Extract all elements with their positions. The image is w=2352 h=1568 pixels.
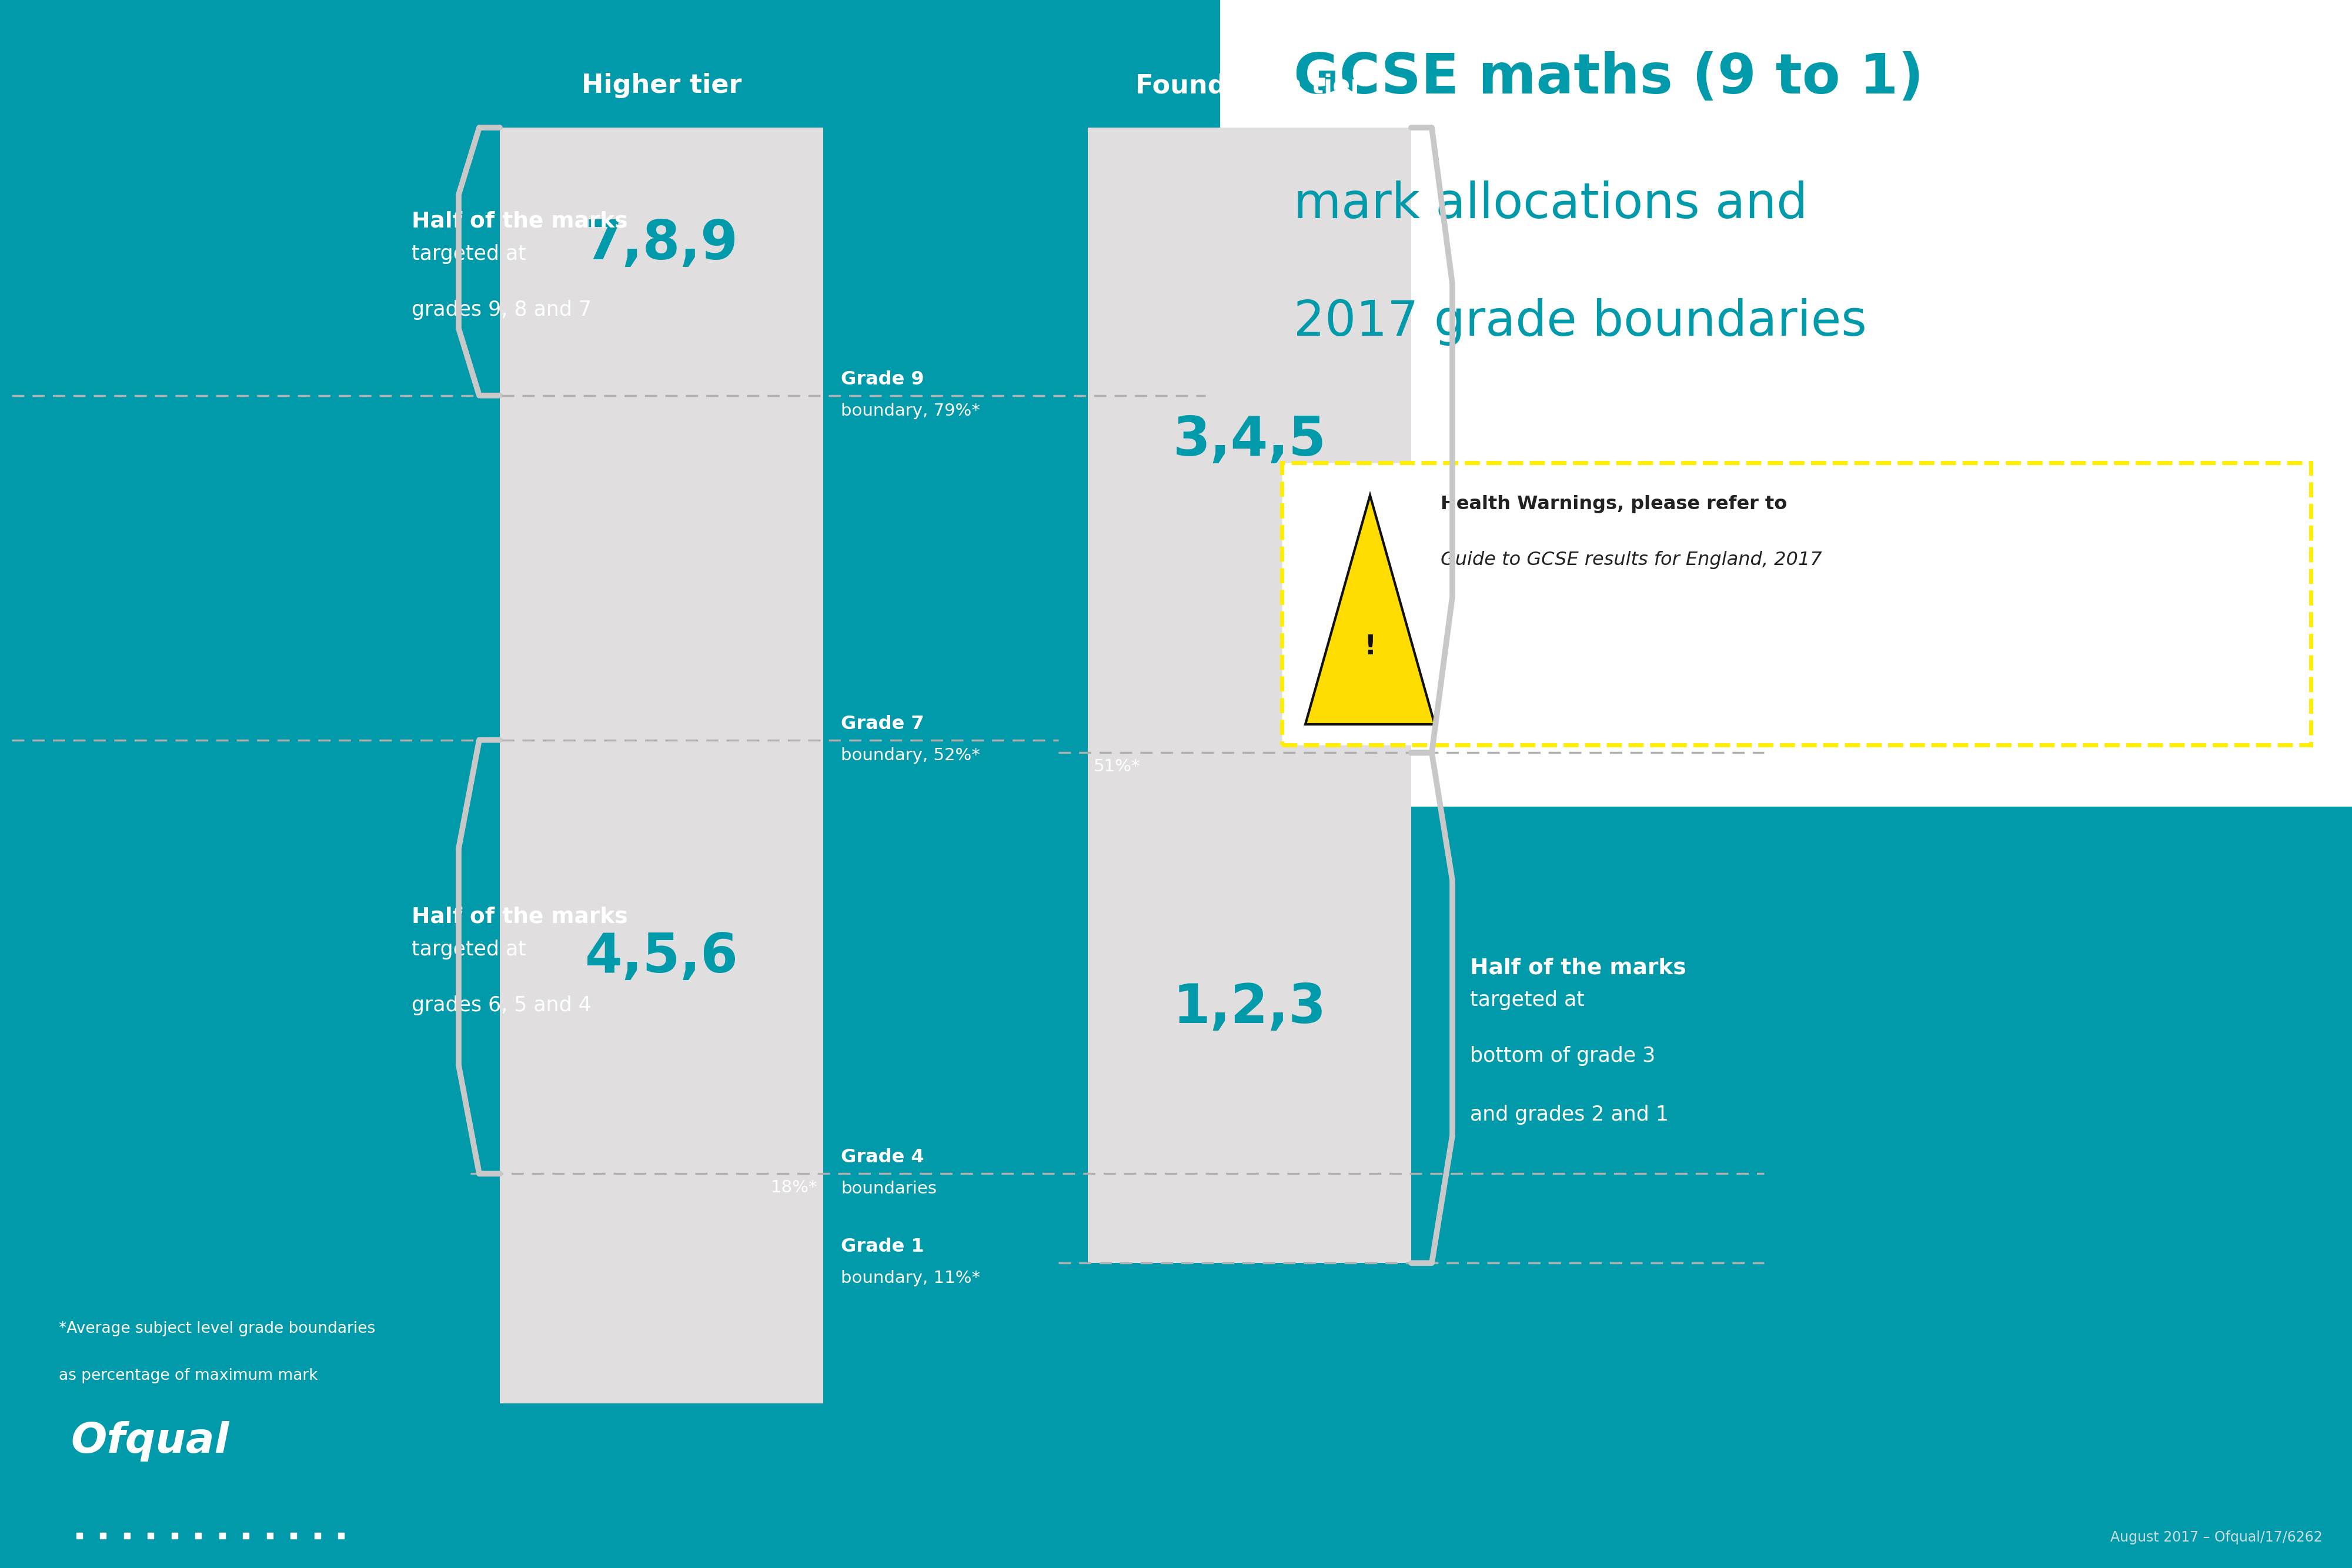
Text: *Average subject level grade boundaries: *Average subject level grade boundaries <box>59 1322 376 1336</box>
Text: boundary, 11%*: boundary, 11%* <box>842 1270 981 1287</box>
Text: targeted at: targeted at <box>412 245 527 263</box>
Text: Half of the marks: Half of the marks <box>1470 958 1686 978</box>
Text: grades 5, 4 and: grades 5, 4 and <box>1470 478 1630 499</box>
Text: 4,5,6: 4,5,6 <box>586 930 739 983</box>
Text: Grade 7: Grade 7 <box>842 715 924 732</box>
Text: 2017 grade boundaries: 2017 grade boundaries <box>1294 298 1867 345</box>
Text: 3,4,5: 3,4,5 <box>1174 414 1327 467</box>
Text: and grades 2 and 1: and grades 2 and 1 <box>1470 1105 1670 1124</box>
Text: mark allocations and: mark allocations and <box>1294 180 1809 227</box>
Text: Grade 4: Grade 4 <box>842 1148 924 1167</box>
Text: GCSE maths (9 to 1): GCSE maths (9 to 1) <box>1294 52 1924 105</box>
Text: boundaries: boundaries <box>842 1181 936 1198</box>
Text: grades 6, 5 and 4: grades 6, 5 and 4 <box>412 996 590 1014</box>
Text: top of grade 3: top of grade 3 <box>1470 538 1616 557</box>
Polygon shape <box>1305 495 1435 724</box>
Text: Higher tier: Higher tier <box>581 72 741 99</box>
Bar <box>1087 127 1411 1264</box>
Text: Grade 1: Grade 1 <box>842 1237 924 1256</box>
Text: Half of the marks: Half of the marks <box>412 906 628 927</box>
Text: 18%*: 18%* <box>771 1179 818 1196</box>
Text: Health Warnings, please refer to: Health Warnings, please refer to <box>1439 495 1788 513</box>
Text: boundary, 52%*: boundary, 52%* <box>842 746 981 764</box>
Text: 1,2,3: 1,2,3 <box>1174 982 1327 1035</box>
Text: boundary, 79%*: boundary, 79%* <box>842 403 981 419</box>
Text: Guide to GCSE results for England, 2017: Guide to GCSE results for England, 2017 <box>1439 550 1823 569</box>
Text: Ofqual: Ofqual <box>71 1421 228 1461</box>
Text: Half of the marks: Half of the marks <box>412 212 628 232</box>
Text: 51%*: 51%* <box>1094 759 1141 775</box>
Text: as percentage of maximum mark: as percentage of maximum mark <box>59 1369 318 1383</box>
Bar <box>1282 463 2310 745</box>
Text: bottom of grade 3: bottom of grade 3 <box>1470 1046 1656 1066</box>
Text: 7,8,9: 7,8,9 <box>586 218 739 270</box>
Text: Grade 9: Grade 9 <box>842 370 924 389</box>
Text: targeted at: targeted at <box>1470 991 1585 1010</box>
Text: !: ! <box>1364 633 1376 660</box>
Bar <box>499 127 823 1403</box>
Text: targeted at: targeted at <box>1470 422 1585 442</box>
Text: Half of the marks: Half of the marks <box>1470 389 1686 411</box>
Text: Foundation tier: Foundation tier <box>1136 72 1364 99</box>
FancyBboxPatch shape <box>1221 0 2352 806</box>
Text: targeted at: targeted at <box>412 939 527 960</box>
Text: grades 9, 8 and 7: grades 9, 8 and 7 <box>412 299 593 320</box>
Text: August 2017 – Ofqual/17/6262: August 2017 – Ofqual/17/6262 <box>2110 1530 2324 1544</box>
